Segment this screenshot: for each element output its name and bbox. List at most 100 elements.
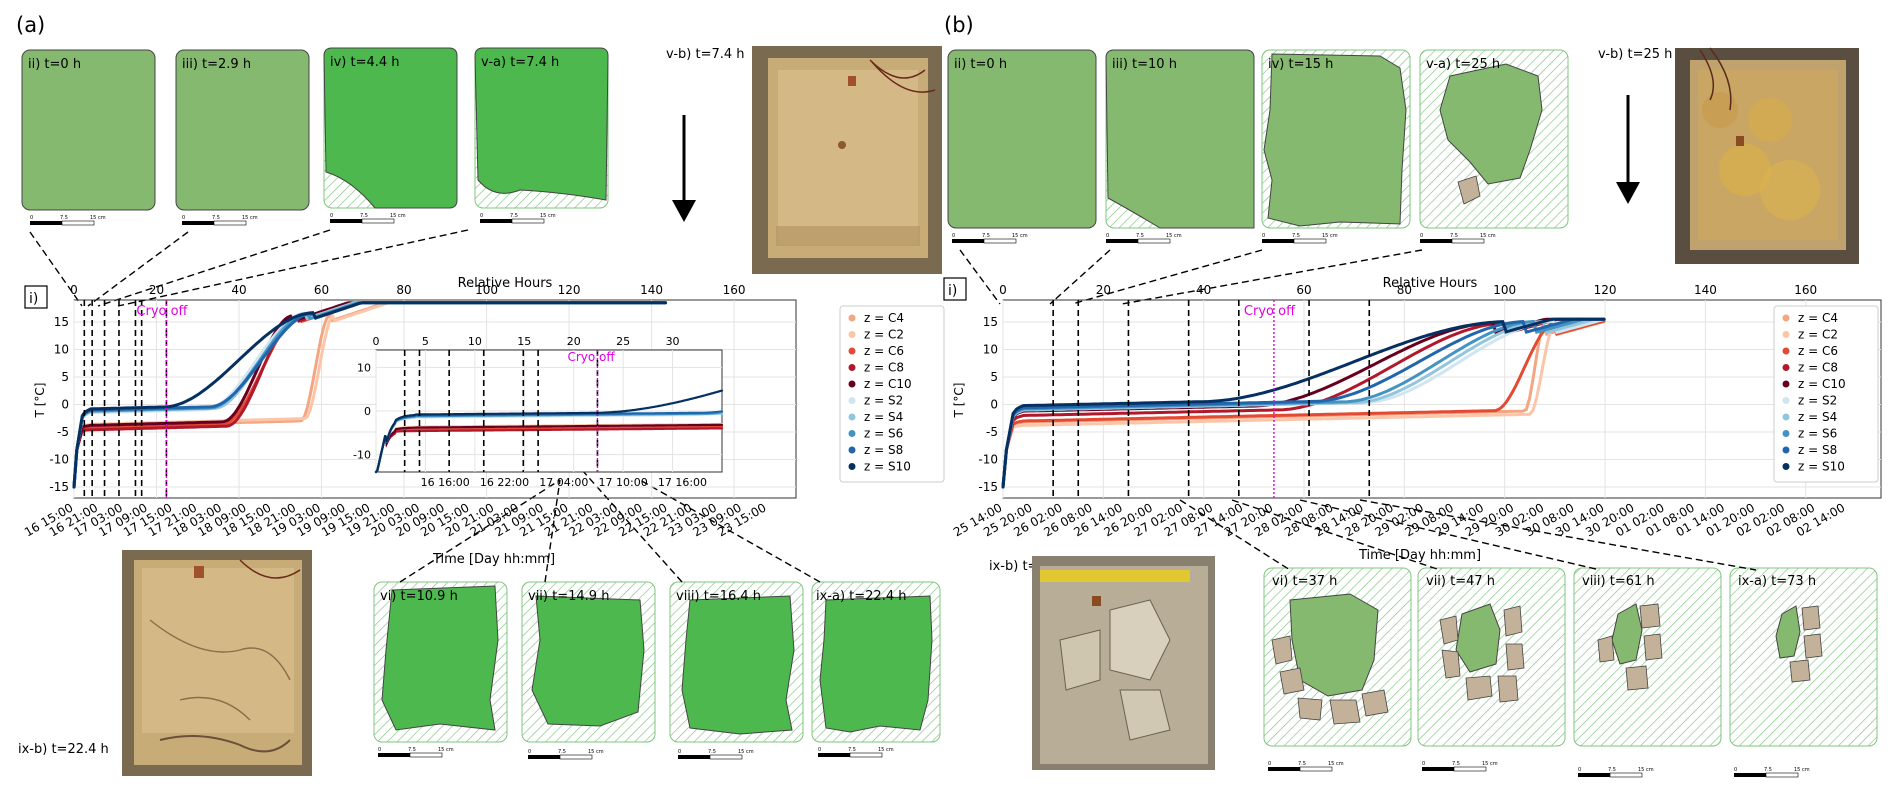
b-thumb-bottom-4: ix-a) t=73 h [1729, 567, 1878, 747]
chart-b-grid [1002, 300, 1881, 498]
cryo-off-label: Cryo off [1244, 304, 1296, 319]
a-thumb-bottom-1: vi) t=10.9 h [373, 581, 508, 743]
svg-text:0: 0 [480, 213, 483, 219]
svg-text:7.5: 7.5 [982, 233, 990, 239]
svg-text:15 cm: 15 cm [1012, 233, 1028, 239]
legend-box [1773, 305, 1879, 483]
b-scalebars-top: 0 7.5 15 cm 0 7.5 15 cm 0 7.5 15 cm 0 7.5 15 cm [952, 233, 1496, 244]
top-tick-label: 140 [640, 283, 663, 297]
series-line-zc10 [374, 423, 724, 474]
connector-lines [29, 229, 1757, 583]
legend-marker [1782, 347, 1790, 355]
chart-b-y-label: T [°C] [952, 383, 966, 419]
b-thumb-top-3-label: iv) t=15 h [1268, 57, 1333, 72]
svg-text:7.5: 7.5 [1298, 761, 1306, 767]
y-tick-label: 0 [364, 405, 371, 418]
panel-a-box-label: i) [29, 291, 38, 307]
legend-label: z = C2 [864, 328, 904, 342]
svg-text:0: 0 [330, 213, 333, 219]
b-thumb-top-2: iii) t=10 h [1105, 49, 1255, 229]
b-thumb-top-2-label: iii) t=10 h [1112, 57, 1177, 72]
svg-text:7.5: 7.5 [708, 749, 716, 755]
chart-a-temperature: Cryo off 0 20 40 60 80 100 120 140 160-15-10-505… [22, 276, 945, 567]
svg-text:0: 0 [30, 215, 33, 221]
legend-marker [1782, 397, 1790, 404]
a-thumb-bottom-4-label: ix-a) t=22.4 h [816, 589, 906, 604]
top-tick-label: 120 [1594, 283, 1617, 297]
y-tick-label: 5 [61, 370, 69, 384]
svg-text:15 cm: 15 cm [738, 749, 754, 755]
cryo-off-label: Cryo off [567, 350, 615, 364]
a-photo-top [752, 46, 942, 274]
y-tick-label: 15 [983, 315, 998, 329]
chart-a-event-lines: Cryo off [83, 300, 189, 498]
series-line-zc2 [1001, 320, 1606, 489]
top-tick-label: 60 [314, 283, 329, 297]
y-tick-label: -10 [49, 453, 69, 467]
legend-label: z = S6 [1798, 427, 1837, 441]
legend-label: z = S4 [1798, 410, 1837, 424]
top-tick-label: 160 [1794, 283, 1817, 297]
chart-a-x-label: Time [Day hh:mm] [432, 552, 555, 567]
svg-text:15 cm: 15 cm [438, 747, 454, 753]
b-photo-top [1675, 47, 1859, 264]
top-tick-label: 40 [231, 283, 246, 297]
y-tick-label: -15 [978, 480, 998, 494]
legend-label: z = S8 [1798, 443, 1837, 457]
top-tick-label: 120 [558, 283, 581, 297]
top-tick-label: 20 [149, 283, 164, 297]
svg-text:7.5: 7.5 [1292, 233, 1300, 239]
y-tick-label: 10 [983, 343, 998, 357]
series-line-zs10 [374, 389, 724, 474]
legend-label: z = C8 [1798, 361, 1838, 375]
top-tick-label: 60 [1296, 283, 1311, 297]
y-tick-label: 0 [61, 398, 69, 412]
legend-marker [1782, 380, 1790, 388]
top-tick-label: 100 [1493, 283, 1516, 297]
top-tick-label: 30 [666, 335, 680, 348]
chart-a-legend: z = C4 z = C2 z = C6 z = C8 z = C10 z = S2 z =… [839, 305, 945, 483]
chart-b-top-axis-label: Relative Hours [1383, 276, 1478, 291]
b-photo-top-label: v-b) t=25 h [1598, 47, 1672, 62]
series-line-zs10 [72, 301, 667, 489]
svg-text:0: 0 [1420, 233, 1423, 239]
legend-label: z = S8 [864, 443, 903, 457]
legend-label: z = S2 [1798, 394, 1837, 408]
y-tick-label: -10 [353, 449, 371, 462]
legend-label: z = C10 [1798, 377, 1846, 391]
legend-label: z = S6 [864, 427, 903, 441]
y-tick-label: -5 [57, 425, 69, 439]
legend-marker [848, 446, 856, 454]
a-down-arrow-icon [672, 115, 696, 222]
svg-text:7.5: 7.5 [1608, 767, 1616, 773]
chart-a-series [72, 301, 667, 489]
a-thumb-top-3-label: iv) t=4.4 h [330, 55, 400, 70]
svg-text:15 cm: 15 cm [1328, 761, 1344, 767]
svg-text:15 cm: 15 cm [1480, 233, 1496, 239]
series-line-zc6 [374, 425, 724, 474]
date-tick-label: 17 04:00 [539, 476, 588, 489]
chart-b-series [1001, 317, 1606, 489]
chart-b-x-label: Time [Day hh:mm] [1358, 548, 1481, 563]
y-tick-label: 0 [990, 398, 998, 412]
legend-marker [848, 331, 856, 338]
cryo-off-label: Cryo off [136, 304, 188, 319]
svg-text:7.5: 7.5 [1764, 767, 1772, 773]
a-photo-bottom-label: ix-b) t=22.4 h [18, 742, 109, 757]
a-thumb-top-1-label: ii) t=0 h [28, 57, 81, 72]
a-thumb-bottom-2: vii) t=14.9 h [521, 581, 656, 743]
chart-a-top-axis-label: Relative Hours [458, 276, 553, 291]
legend-label: z = S4 [864, 410, 903, 424]
legend-label: z = C8 [864, 361, 904, 375]
svg-text:0: 0 [818, 747, 821, 753]
top-tick-label: 100 [475, 283, 498, 297]
svg-text:7.5: 7.5 [1452, 761, 1460, 767]
date-tick-label: 16 16:00 [421, 476, 470, 489]
top-tick-label: 25 [616, 335, 630, 348]
b-thumb-bottom-2-label: vii) t=47 h [1426, 574, 1495, 589]
b-thumb-bottom-3: viii) t=61 h [1573, 567, 1722, 747]
legend-marker [848, 413, 856, 421]
b-thumb-bottom-3-label: viii) t=61 h [1582, 574, 1655, 589]
svg-text:0: 0 [528, 749, 531, 755]
